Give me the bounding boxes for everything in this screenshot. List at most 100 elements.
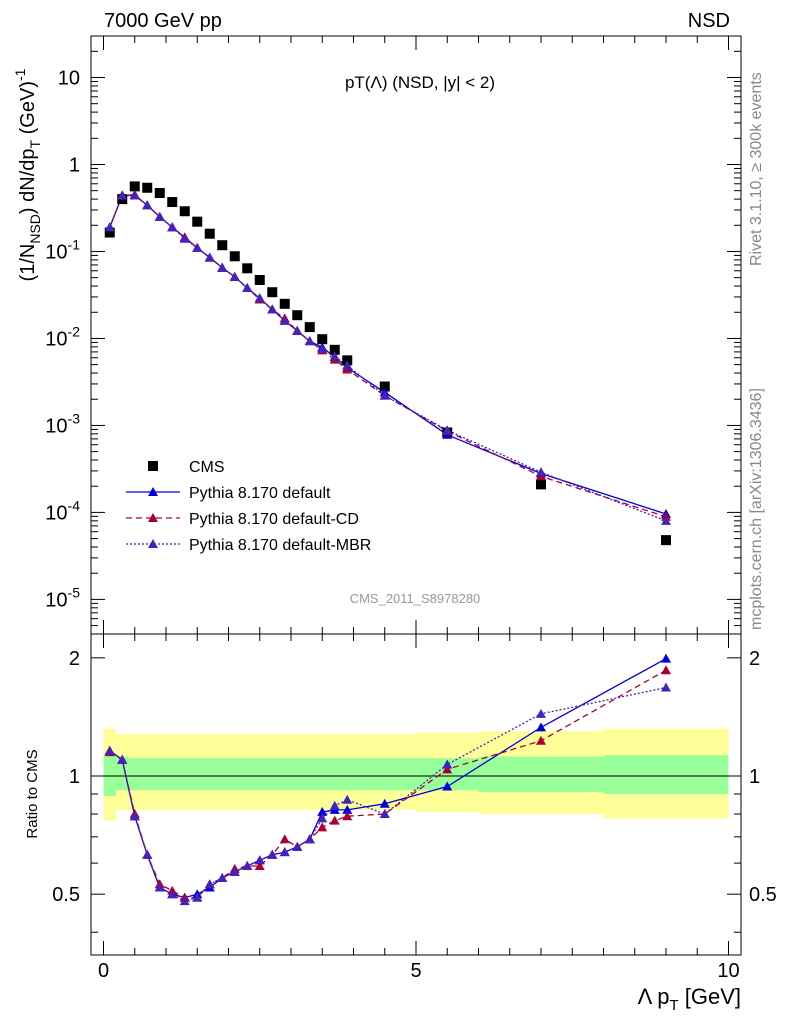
main-point (317, 343, 328, 353)
main-point (142, 182, 153, 193)
x-tick-label: 0 (98, 960, 109, 982)
data-markers (104, 181, 671, 906)
main-point (536, 479, 546, 490)
ratio-point (442, 759, 453, 769)
x-tick-label: 5 (410, 960, 421, 982)
ratio-point (661, 653, 671, 663)
main-point (292, 310, 303, 321)
header-right: NSD (688, 10, 730, 32)
band-inner (116, 756, 129, 791)
band-inner (478, 756, 604, 793)
main-line-3 (109, 194, 667, 522)
ratio-y-tick-label: 1 (69, 766, 80, 788)
y-tick-label: 10-5 (45, 584, 80, 611)
ratio-point (342, 794, 353, 804)
main-point (661, 515, 671, 525)
main-point (129, 190, 140, 200)
main-point (229, 271, 240, 281)
main-y-axis-label: (1/NNSD) dN/dpT (GeV)-1 (12, 68, 43, 281)
ratio-point (242, 860, 253, 870)
main-point (329, 344, 340, 355)
plot-title: pT(Λ) (NSD, |y| < 2) (345, 73, 495, 92)
ratio-point (217, 872, 228, 882)
x-axis-label: Λ pT [GeV] (638, 984, 741, 1014)
main-point (192, 216, 203, 227)
ratio-point (254, 855, 265, 865)
ratio-point (317, 822, 328, 832)
ratio-y-axis-label: Ratio to CMS (24, 749, 41, 838)
ratio-point (329, 800, 340, 810)
band-inner (153, 758, 166, 791)
ratio-point (292, 841, 303, 851)
band-inner (316, 758, 329, 791)
main-point (179, 206, 190, 217)
main-point (254, 274, 265, 285)
legend-label: Pythia 8.170 default-MBR (189, 537, 371, 554)
ratio-bands (103, 728, 729, 821)
legend-marker (148, 487, 158, 496)
ratio-line-2 (109, 686, 667, 902)
ratio-point (304, 834, 315, 844)
band-inner (266, 758, 279, 791)
main-point (304, 336, 315, 346)
main-point (192, 242, 203, 252)
y-tick-label: 10 (58, 68, 80, 90)
main-point (279, 298, 290, 309)
ratio-point (167, 889, 178, 899)
ratio-point (192, 892, 203, 902)
ratio-point (536, 722, 546, 732)
main-point (229, 251, 240, 262)
band-inner (203, 758, 216, 791)
ratio-point (342, 804, 353, 814)
ratio-y-tick-label-right: 2 (749, 648, 760, 670)
ratio-point (329, 815, 340, 825)
band-inner (228, 758, 241, 791)
legend-label: Pythia 8.170 default (189, 485, 331, 502)
y-tick-label: 1 (69, 154, 80, 176)
main-point (142, 200, 153, 210)
header-left: 7000 GeV pp (104, 10, 222, 32)
ratio-point (229, 866, 240, 876)
band-inner (278, 758, 291, 791)
main-point (154, 188, 165, 199)
ratio-point (379, 798, 390, 808)
main-point (379, 381, 390, 392)
band-inner (341, 758, 354, 791)
legend-marker (148, 513, 158, 522)
main-point (329, 351, 340, 361)
ratio-point (142, 849, 153, 859)
watermark: CMS_2011_S8978280 (350, 591, 481, 606)
main-point (317, 334, 328, 345)
ratio-point (536, 735, 546, 745)
main-point (104, 222, 115, 232)
main-point (342, 355, 353, 366)
main-point (536, 467, 546, 477)
axis-ticks (91, 35, 741, 955)
main-point (304, 322, 315, 333)
ratio-point (104, 745, 115, 755)
y-tick-label: 10-4 (45, 497, 80, 524)
ratio-point (342, 811, 353, 821)
band-inner (103, 753, 116, 796)
band-inner (253, 758, 266, 791)
ratio-y-tick-label-right: 0.5 (749, 884, 777, 906)
x-tick-label: 10 (717, 960, 739, 982)
main-point (267, 287, 278, 298)
ratio-point (661, 682, 671, 692)
band-inner (303, 758, 316, 791)
main-point (442, 425, 453, 435)
y-tick-label: 10-2 (45, 323, 80, 350)
ratio-point (442, 781, 453, 791)
ratio-point (279, 834, 290, 844)
ratio-point (379, 809, 390, 819)
band-inner (603, 755, 729, 794)
ratio-point (154, 882, 165, 892)
ratio-point (661, 665, 671, 675)
ratio-y-tick-label: 2 (69, 648, 80, 670)
main-point (167, 197, 178, 208)
main-point (292, 325, 303, 335)
main-point (379, 390, 390, 400)
legend: CMS Pythia 8.170 default Pythia 8.170 defa… (126, 459, 371, 554)
main-point (217, 262, 228, 272)
